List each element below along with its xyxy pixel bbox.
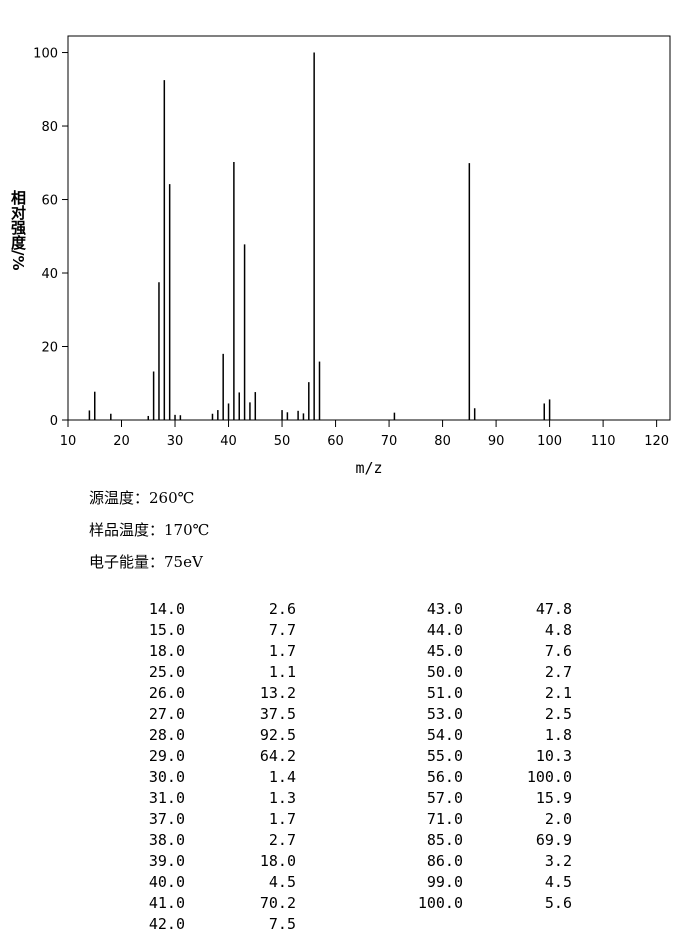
intensity-cell: 7.5 — [269, 915, 296, 933]
intensity-cell: 2.0 — [545, 810, 572, 828]
intensity-cell: 1.4 — [269, 768, 296, 786]
x-tick-label: 110 — [591, 434, 616, 449]
mz-cell: 41.0 — [149, 894, 185, 912]
mz-cell: 42.0 — [149, 915, 185, 933]
mz-cell: 56.0 — [427, 768, 463, 786]
mz-cell: 38.0 — [149, 831, 185, 849]
intensity-cell: 4.8 — [545, 621, 572, 639]
mz-cell: 28.0 — [149, 726, 185, 744]
intensity-cell: 1.3 — [269, 789, 296, 807]
mz-cell: 15.0 — [149, 621, 185, 639]
condition: 电子能量：75eV — [89, 553, 204, 571]
x-tick-label: 70 — [381, 434, 398, 449]
condition: 样品温度：170℃ — [89, 521, 209, 539]
mz-cell: 57.0 — [427, 789, 463, 807]
mz-cell: 26.0 — [149, 684, 185, 702]
intensity-cell: 37.5 — [260, 705, 296, 723]
intensity-cell: 2.5 — [545, 705, 572, 723]
intensity-cell: 10.3 — [536, 747, 572, 765]
intensity-cell: 7.7 — [269, 621, 296, 639]
mz-cell: 100.0 — [418, 894, 463, 912]
mz-cell: 71.0 — [427, 810, 463, 828]
mz-cell: 31.0 — [149, 789, 185, 807]
x-tick-label: 10 — [60, 434, 77, 449]
intensity-cell: 4.5 — [269, 873, 296, 891]
y-tick-label: 40 — [41, 267, 58, 282]
mz-cell: 30.0 — [149, 768, 185, 786]
intensity-cell: 18.0 — [260, 852, 296, 870]
y-tick-label: 0 — [50, 414, 58, 429]
mz-cell: 40.0 — [149, 873, 185, 891]
x-tick-label: 20 — [113, 434, 130, 449]
intensity-cell: 92.5 — [260, 726, 296, 744]
y-tick-label: 100 — [33, 47, 58, 62]
y-tick-label: 60 — [41, 194, 58, 209]
mz-cell: 53.0 — [427, 705, 463, 723]
x-axis-label: m/z — [355, 459, 382, 477]
x-tick-label: 40 — [220, 434, 237, 449]
intensity-cell: 5.6 — [545, 894, 572, 912]
mz-cell: 54.0 — [427, 726, 463, 744]
mz-cell: 51.0 — [427, 684, 463, 702]
x-tick-label: 80 — [434, 434, 451, 449]
mz-cell: 44.0 — [427, 621, 463, 639]
x-tick-label: 90 — [488, 434, 505, 449]
intensity-cell: 47.8 — [536, 600, 572, 618]
mz-cell: 14.0 — [149, 600, 185, 618]
mz-cell: 99.0 — [427, 873, 463, 891]
intensity-cell: 7.6 — [545, 642, 572, 660]
intensity-cell: 4.5 — [545, 873, 572, 891]
intensity-cell: 15.9 — [536, 789, 572, 807]
mz-cell: 43.0 — [427, 600, 463, 618]
intensity-cell: 1.7 — [269, 810, 296, 828]
mz-cell: 85.0 — [427, 831, 463, 849]
intensity-cell: 13.2 — [260, 684, 296, 702]
mz-cell: 27.0 — [149, 705, 185, 723]
x-tick-label: 60 — [327, 434, 344, 449]
intensity-cell: 2.7 — [545, 663, 572, 681]
intensity-cell: 2.7 — [269, 831, 296, 849]
mz-cell: 55.0 — [427, 747, 463, 765]
intensity-cell: 1.7 — [269, 642, 296, 660]
intensity-cell: 1.8 — [545, 726, 572, 744]
y-tick-label: 80 — [41, 120, 58, 135]
y-axis-label: 相对强度/% — [9, 189, 27, 270]
x-tick-label: 120 — [644, 434, 669, 449]
intensity-cell: 1.1 — [269, 663, 296, 681]
x-tick-label: 100 — [537, 434, 562, 449]
intensity-cell: 2.1 — [545, 684, 572, 702]
intensity-cell: 100.0 — [527, 768, 572, 786]
plot-frame — [67, 35, 671, 421]
intensity-cell: 3.2 — [545, 852, 572, 870]
intensity-cell: 69.9 — [536, 831, 572, 849]
intensity-cell: 2.6 — [269, 600, 296, 618]
mz-cell: 86.0 — [427, 852, 463, 870]
mz-cell: 25.0 — [149, 663, 185, 681]
mz-cell: 39.0 — [149, 852, 185, 870]
mz-cell: 29.0 — [149, 747, 185, 765]
y-tick-label: 20 — [41, 341, 58, 356]
mz-cell: 18.0 — [149, 642, 185, 660]
mz-cell: 45.0 — [427, 642, 463, 660]
x-tick-label: 30 — [167, 434, 184, 449]
condition: 源温度：260℃ — [89, 489, 194, 507]
mz-cell: 50.0 — [427, 663, 463, 681]
mz-cell: 37.0 — [149, 810, 185, 828]
x-tick-label: 50 — [274, 434, 291, 449]
intensity-cell: 70.2 — [260, 894, 296, 912]
intensity-cell: 64.2 — [260, 747, 296, 765]
